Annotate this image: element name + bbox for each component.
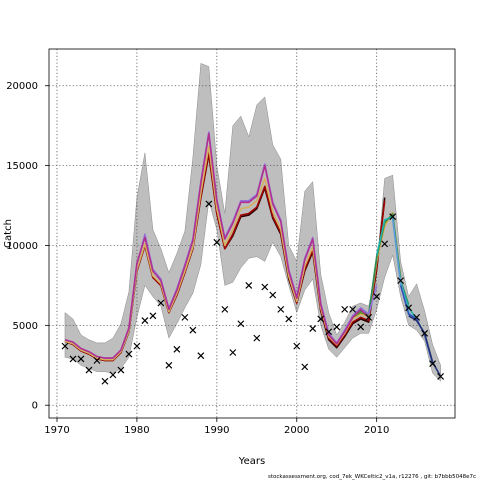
observed-point (301, 363, 309, 371)
x-axis: 1970 1980 1990 2000 2010 (44, 418, 389, 436)
observed-point (309, 325, 317, 332)
y-tick-label: 5000 (13, 321, 38, 332)
observed-point (117, 366, 125, 374)
observed-point (389, 213, 397, 221)
observed-point (421, 329, 429, 337)
x-tick-label: 1990 (204, 425, 229, 436)
y-tick-label: 20000 (6, 81, 38, 92)
observed-point (437, 373, 445, 380)
observed-point (253, 334, 261, 342)
x-axis-label: Years (238, 456, 265, 467)
x-tick-label: 1980 (124, 425, 149, 436)
observed-point (61, 342, 69, 350)
observed-point (333, 323, 341, 331)
y-tick-label: 15000 (6, 161, 38, 172)
observed-point (317, 315, 325, 323)
observed-point (413, 313, 421, 321)
observed-point (133, 342, 141, 350)
series-line-11 (64, 132, 370, 359)
observed-point (101, 377, 109, 385)
observed-point (109, 371, 117, 379)
observed-points-layer (61, 200, 445, 385)
observed-point (229, 349, 237, 356)
observed-point (85, 366, 93, 374)
observed-point (365, 313, 373, 321)
observed-point (69, 355, 77, 363)
observed-point (205, 200, 213, 208)
observed-point (173, 345, 181, 353)
footer-note: stockassessment.org, cod_7ek_WKCeltic2_v… (268, 474, 476, 480)
observed-point (373, 293, 381, 301)
observed-point (285, 315, 293, 323)
x-tick-label: 2000 (284, 425, 309, 436)
observed-point (405, 304, 413, 312)
observed-point (77, 355, 85, 363)
observed-point (221, 305, 229, 313)
observed-point (349, 305, 357, 313)
observed-point (125, 350, 133, 358)
observed-point (293, 342, 301, 350)
y-tick-label: 0 (32, 401, 38, 412)
observed-point (429, 360, 437, 368)
observed-point (165, 361, 173, 369)
y-axis-label: Catch (3, 219, 14, 248)
observed-point (189, 326, 197, 334)
grid-layer (49, 49, 455, 418)
observed-point (157, 299, 165, 307)
y-axis: 0 5000 10000 15000 20000 (6, 81, 49, 412)
observed-point (245, 281, 253, 289)
observed-point (381, 240, 389, 248)
observed-point (269, 291, 277, 299)
observed-point (93, 357, 101, 364)
y-tick-label: 10000 (6, 241, 38, 252)
observed-point (149, 312, 157, 320)
x-tick-label: 1970 (44, 425, 69, 436)
observed-point (261, 283, 269, 291)
observed-point (325, 328, 333, 336)
plot-frame (48, 48, 456, 419)
observed-point (141, 317, 149, 324)
observed-point (357, 323, 365, 331)
observed-point (341, 305, 349, 313)
observed-point (397, 277, 405, 285)
x-tick-label: 2010 (364, 425, 389, 436)
observed-point (213, 238, 221, 246)
observed-point (237, 320, 245, 328)
observed-point (197, 352, 205, 360)
observed-point (181, 313, 189, 321)
observed-point (277, 305, 285, 313)
